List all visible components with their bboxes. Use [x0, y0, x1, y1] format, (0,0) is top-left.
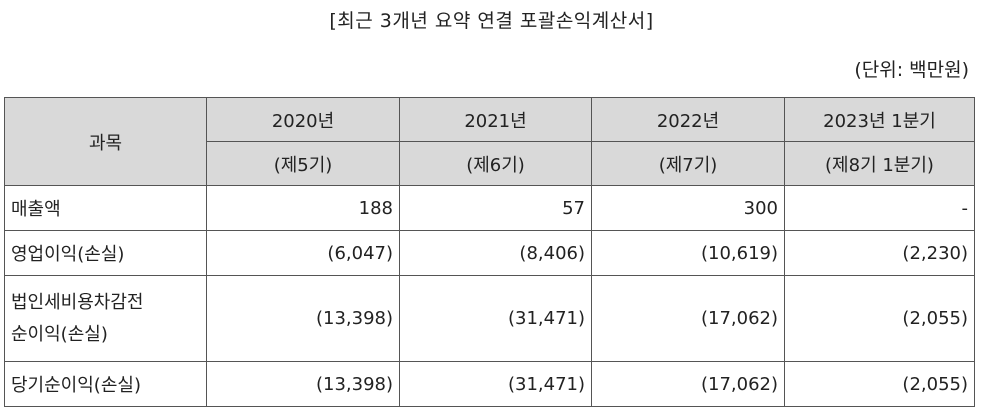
year-header-2020: 2020년	[206, 97, 400, 142]
table-cell: (31,471)	[399, 361, 592, 407]
table-cell: (2,230)	[784, 230, 975, 276]
table-cell: 300	[591, 185, 785, 231]
table-row: 당기순이익(손실) (13,398) (31,471) (17,062) (2,…	[4, 361, 975, 407]
subject-header: 과목	[4, 97, 207, 186]
row-label-line1: 법인세비용차감전	[11, 291, 144, 313]
table-cell: (6,047)	[206, 230, 400, 276]
table-cell: (8,406)	[399, 230, 592, 276]
table-cell: 188	[206, 185, 400, 231]
table-row: 매출액 188 57 300 -	[4, 185, 975, 231]
row-label-operating-income: 영업이익(손실)	[4, 230, 207, 276]
row-label-pretax-income: 법인세비용차감전 순이익(손실)	[4, 275, 207, 362]
table-cell: (17,062)	[591, 361, 785, 407]
term-header-8q1: (제8기 1분기)	[784, 141, 975, 186]
table-row: 법인세비용차감전 순이익(손실) (13,398) (31,471) (17,0…	[4, 275, 975, 362]
row-label-net-income: 당기순이익(손실)	[4, 361, 207, 407]
table-row: 영업이익(손실) (6,047) (8,406) (10,619) (2,230…	[4, 230, 975, 276]
term-header-7: (제7기)	[591, 141, 785, 186]
table-cell: (10,619)	[591, 230, 785, 276]
table-cell: -	[784, 185, 975, 231]
table-cell: (31,471)	[399, 275, 592, 362]
year-header-2023q1: 2023년 1분기	[784, 97, 975, 142]
term-header-6: (제6기)	[399, 141, 592, 186]
table-cell: (13,398)	[206, 275, 400, 362]
income-statement-table: 과목 2020년 2021년 2022년 2023년 1분기 (제5기) (제6…	[4, 97, 975, 407]
table-title: [최근 3개년 요약 연결 포괄손익계산서]	[329, 10, 654, 32]
table-cell: 57	[399, 185, 592, 231]
unit-note: (단위: 백만원)	[854, 59, 969, 81]
row-label-line2: 순이익(손실)	[11, 323, 108, 345]
table-cell: (17,062)	[591, 275, 785, 362]
header-row-terms: (제5기) (제6기) (제7기) (제8기 1분기)	[5, 141, 975, 186]
table-cell: (2,055)	[784, 361, 975, 407]
term-header-5: (제5기)	[206, 141, 400, 186]
header-row-years: 과목 2020년 2021년 2022년 2023년 1분기	[4, 97, 975, 186]
table-cell: (2,055)	[784, 275, 975, 362]
table-cell: (13,398)	[206, 361, 400, 407]
year-header-2022: 2022년	[591, 97, 785, 142]
year-header-2021: 2021년	[399, 97, 592, 142]
row-label-revenue: 매출액	[4, 185, 207, 231]
